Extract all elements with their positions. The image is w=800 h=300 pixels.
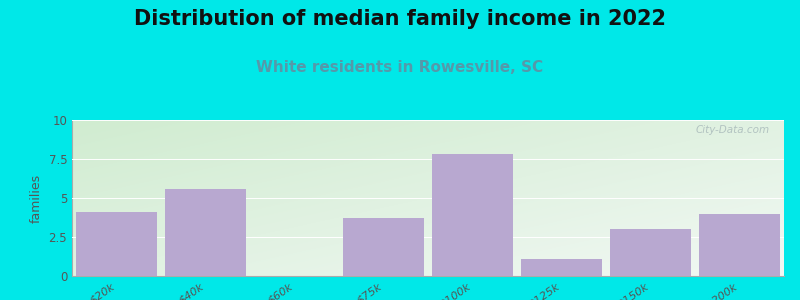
Bar xyxy=(165,189,246,276)
Bar xyxy=(698,214,781,276)
Bar xyxy=(75,212,158,276)
Bar xyxy=(431,154,514,276)
Text: White residents in Rowesville, SC: White residents in Rowesville, SC xyxy=(257,60,543,75)
Text: Distribution of median family income in 2022: Distribution of median family income in … xyxy=(134,9,666,29)
Bar xyxy=(610,229,691,276)
Bar xyxy=(342,218,425,276)
Bar xyxy=(521,259,602,276)
Y-axis label: families: families xyxy=(30,173,43,223)
Text: City-Data.com: City-Data.com xyxy=(696,125,770,135)
